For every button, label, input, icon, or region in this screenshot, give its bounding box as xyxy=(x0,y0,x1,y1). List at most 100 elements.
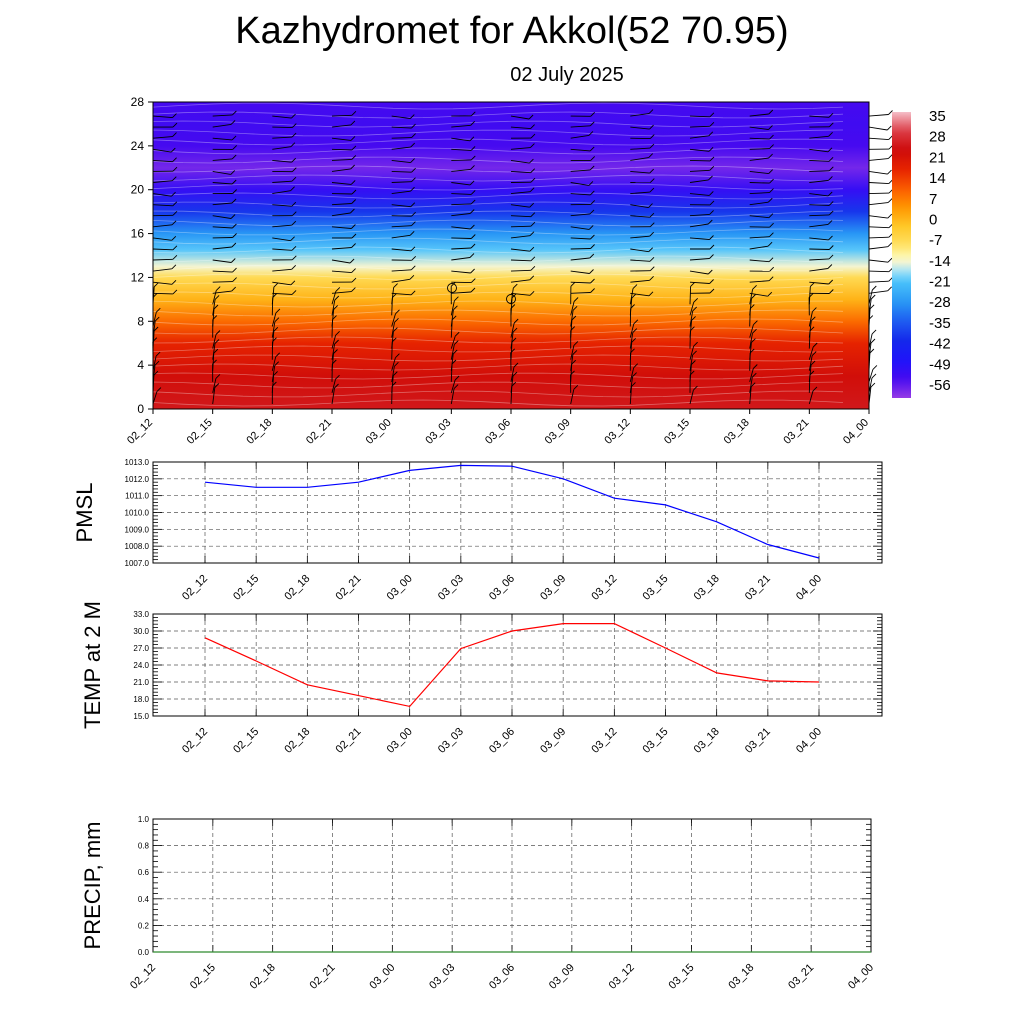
y-tick-label: 16 xyxy=(131,227,145,241)
wind-barb-flag xyxy=(171,220,177,226)
y-tick-label: 0.8 xyxy=(138,842,150,851)
wind-barb-flag xyxy=(410,158,415,163)
wind-barb-flag xyxy=(172,132,177,137)
wind-barb xyxy=(749,157,769,161)
wind-barb-flag xyxy=(649,187,655,193)
wind-barb xyxy=(689,135,709,139)
wind-barb-flag xyxy=(692,350,697,356)
wind-barb-flag xyxy=(633,363,639,369)
wind-barb-flag xyxy=(291,220,297,226)
x-tick-label: 03_12 xyxy=(589,726,619,756)
wind-barb xyxy=(212,158,233,161)
wind-barb xyxy=(868,333,873,349)
wind-barb-flag xyxy=(172,245,178,251)
wind-barb xyxy=(152,258,173,261)
wind-barb-flag xyxy=(410,186,415,192)
wind-barb xyxy=(808,320,812,338)
contour-line xyxy=(152,174,843,182)
wind-barb xyxy=(749,342,752,360)
wind-barb-flag xyxy=(349,258,355,264)
wind-barb-flag xyxy=(232,189,238,194)
wind-barb-flag xyxy=(291,290,297,295)
y-axis-title: TEMP at 2 M xyxy=(80,601,105,729)
wind-barb xyxy=(570,248,591,250)
wind-barb xyxy=(510,292,531,296)
wind-barb-flag xyxy=(529,246,535,252)
wind-barb xyxy=(391,248,412,252)
wind-barb-flag xyxy=(573,297,579,302)
x-tick-label: 02_18 xyxy=(282,573,312,603)
wind-barb xyxy=(749,148,770,150)
wind-barb xyxy=(689,223,709,228)
wind-barb xyxy=(152,115,173,119)
wind-barb xyxy=(391,313,396,327)
x-tick-label: 03_09 xyxy=(547,962,577,992)
wind-barb xyxy=(152,356,157,371)
wind-barb xyxy=(630,147,651,150)
contour-line xyxy=(152,291,844,299)
wind-barb xyxy=(749,113,769,117)
x-tick-label: 03_21 xyxy=(786,962,816,992)
wind-barb xyxy=(629,298,633,316)
wind-barb xyxy=(212,387,216,405)
wind-barb-flag xyxy=(394,361,399,367)
wind-barb-flag xyxy=(411,177,416,183)
x-tick-label: 03_06 xyxy=(487,962,517,992)
wind-barb-flag xyxy=(590,288,595,293)
wind-barb-flag xyxy=(589,190,595,196)
wind-barb-flag xyxy=(470,234,476,239)
wind-barb-flag xyxy=(274,361,280,367)
wind-barb-flag xyxy=(409,114,415,119)
wind-barb xyxy=(391,159,411,164)
wind-barb-flag xyxy=(648,153,654,158)
wind-barb-flag xyxy=(649,143,655,149)
wind-barb-flag xyxy=(274,317,280,323)
precip-panel: 0.0 0.2 0.4 0.6 0.8 1.0 02_12 02_15 02_18 02_21 03… xyxy=(80,815,876,992)
wind-barb-flag xyxy=(769,222,774,228)
wind-barb-flag xyxy=(709,210,714,215)
wind-barb xyxy=(689,389,694,405)
wind-barb xyxy=(152,136,173,139)
wind-barb-flag xyxy=(351,287,356,292)
wind-barb xyxy=(570,193,591,196)
x-tick-label: 02_15 xyxy=(185,417,215,447)
y-tick-label: 28 xyxy=(131,95,145,109)
wind-barb-flag xyxy=(232,110,237,116)
wind-barb-flag xyxy=(828,122,834,128)
wind-barb xyxy=(331,203,352,206)
wind-barb xyxy=(868,215,888,219)
wind-barb-flag xyxy=(351,233,357,239)
wind-barb xyxy=(570,301,575,316)
wind-barb xyxy=(510,115,530,120)
wind-barb-flag xyxy=(290,186,295,192)
wind-barb xyxy=(630,170,650,174)
contour-line xyxy=(152,228,844,236)
calm-marker xyxy=(506,294,516,304)
wind-barb xyxy=(271,365,276,382)
wind-barb-flag xyxy=(709,121,715,127)
wind-barb-flag xyxy=(648,247,654,253)
wind-barb xyxy=(749,215,769,219)
wind-barb-flag xyxy=(155,351,161,357)
wind-barb-flag xyxy=(512,327,518,333)
contour-line xyxy=(152,363,844,371)
wind-barb-flag xyxy=(470,243,476,249)
contour-line xyxy=(152,372,844,380)
wind-barb xyxy=(510,279,530,283)
y-tick-label: 27.0 xyxy=(133,644,149,653)
wind-barb xyxy=(450,379,456,394)
wind-barb-flag xyxy=(275,308,281,314)
wind-barb-flag xyxy=(172,289,178,295)
wind-barb xyxy=(451,159,472,161)
wind-barb xyxy=(212,334,217,349)
wind-barb-flag xyxy=(530,133,536,139)
wind-barb xyxy=(331,335,337,349)
wind-barb xyxy=(570,292,591,294)
wind-barb-flag xyxy=(469,136,475,142)
wind-barb-flag xyxy=(870,382,876,388)
wind-barb-flag xyxy=(589,121,595,127)
colorbar-label: -7 xyxy=(929,232,942,249)
panel-frame xyxy=(152,613,883,717)
wind-barb xyxy=(868,270,889,273)
colorbar-label: -49 xyxy=(929,356,951,373)
